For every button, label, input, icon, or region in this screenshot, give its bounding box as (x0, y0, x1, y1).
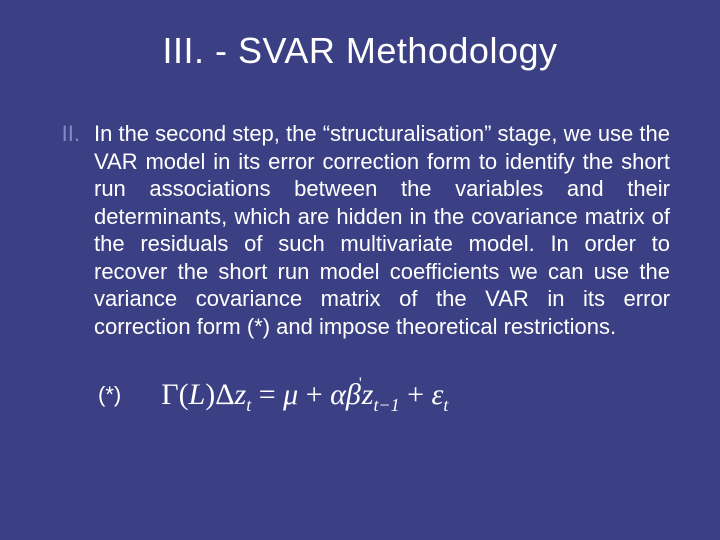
eq-prime: ' (359, 375, 362, 392)
slide: III. - SVAR Methodology II. In the secon… (0, 0, 720, 540)
eq-eq: = (251, 378, 283, 411)
body-text: In the second step, the “structuralisati… (94, 120, 680, 340)
eq-plus2: + (400, 378, 432, 411)
eq-lparen: ( (179, 378, 189, 411)
eq-delta: Δ (215, 378, 234, 411)
list-numeral: II. (52, 120, 80, 148)
eq-plus1: + (298, 378, 330, 411)
eq-mu: μ (283, 378, 298, 411)
eq-sub-tm1: t−1 (373, 395, 399, 415)
eq-gamma: Γ (161, 378, 178, 411)
eq-sub-t2: t (443, 395, 448, 415)
eq-rparen: ) (205, 378, 215, 411)
eq-eps: ε (432, 378, 444, 411)
slide-title: III. - SVAR Methodology (40, 30, 680, 72)
footnote-row: (*) Γ(L)Δzt = μ + αβ'zt−1 + εt (40, 378, 680, 412)
equation: Γ(L)Δzt = μ + αβ'zt−1 + εt (161, 378, 448, 412)
body-row: II. In the second step, the “structurali… (40, 120, 680, 340)
eq-z2: z (362, 378, 374, 411)
eq-alpha: α (330, 378, 346, 411)
footnote-label: (*) (98, 382, 121, 408)
eq-z1: z (235, 378, 247, 411)
eq-sub-t1: t (246, 395, 251, 415)
eq-L: L (189, 378, 206, 411)
